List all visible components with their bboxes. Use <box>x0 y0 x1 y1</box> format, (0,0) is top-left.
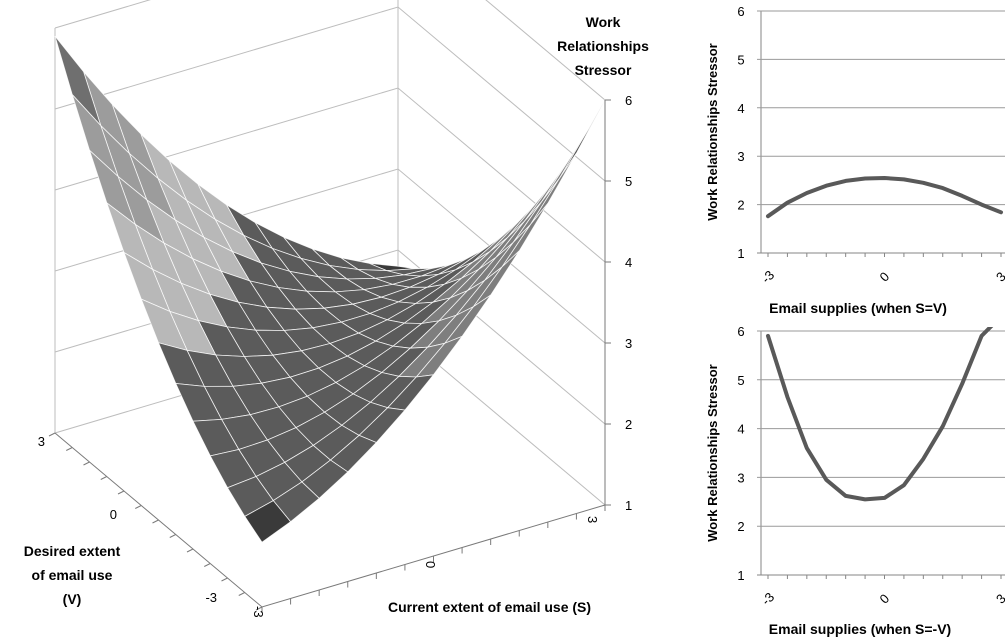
z-tick-label: 6 <box>625 93 632 108</box>
floor-v-tick <box>238 592 245 596</box>
c2-x-tick-labels: -3 0 3 <box>758 589 1005 608</box>
floor-v-tick <box>135 505 142 509</box>
c2-y-tick-label: 6 <box>737 324 744 339</box>
z-tick-label: 1 <box>625 498 632 513</box>
floor-v-tick <box>66 447 73 451</box>
floor-v-tick <box>117 490 125 495</box>
c2-x-axis-title: Email supplies (when S=-V) <box>769 621 951 637</box>
y-tick-label-0: 0 <box>110 507 117 522</box>
surface-cell <box>541 129 589 202</box>
c1-gridlines <box>757 10 1005 257</box>
floor-v-tick <box>204 563 211 567</box>
floor-v-tick <box>48 432 56 437</box>
z-tick-label: 4 <box>625 255 632 270</box>
z-tick-label: 2 <box>625 417 632 432</box>
y-tick-label-minus3: -3 <box>205 590 217 605</box>
x-tick-label-minus3: -3 <box>251 606 266 618</box>
c2-x-tick-label: 3 <box>993 591 1005 607</box>
surface-chart: 1 2 3 4 5 6 Work Relationships Stressor Desir… <box>24 0 649 618</box>
y-axis-title-line3: (V) <box>63 591 82 607</box>
c1-x-tick-label: 3 <box>993 269 1005 285</box>
wall-gridline <box>54 0 606 101</box>
z-axis-title-line2: Relationships <box>557 38 649 54</box>
z-axis-title-line3: Stressor <box>575 62 632 78</box>
c1-y-tick-label: 3 <box>737 149 744 164</box>
c1-series-line <box>766 176 1003 219</box>
c2-y-tick-labels: 1 2 3 4 5 6 <box>737 324 744 583</box>
c2-y-tick-label: 2 <box>737 519 744 534</box>
surface-cell <box>512 178 560 243</box>
floor-v-tick <box>152 519 159 524</box>
c2-x-tick-label: -3 <box>758 589 777 608</box>
x-axis-title: Current extent of email use (S) <box>388 599 591 615</box>
c1-y-tick-labels: 1 2 3 4 5 6 <box>737 4 744 261</box>
surface-cell <box>524 157 571 222</box>
floor-v-tick <box>100 476 107 480</box>
surface-cell <box>530 152 577 225</box>
z-axis-ticks: 1 2 3 4 5 6 <box>605 93 632 513</box>
surface-cell <box>244 500 292 543</box>
z-tick-label: 3 <box>625 336 632 351</box>
floor-v-tick <box>255 606 263 611</box>
surface-mesh <box>54 35 606 543</box>
c1-y-tick-label: 1 <box>737 246 744 261</box>
floor-v-tick <box>169 534 176 538</box>
c2-y-tick-label: 3 <box>737 470 744 485</box>
c2-y-tick-label: 1 <box>737 568 744 583</box>
y-axis-title-line1: Desired extent <box>24 543 121 559</box>
c1-y-axis-title: Work Relationships Stressor <box>705 43 720 220</box>
c1-x-axis-title: Email supplies (when S=V) <box>769 300 947 316</box>
floor-v-tick <box>221 577 228 582</box>
y-tick-label-3: 3 <box>38 434 45 449</box>
c1-x-tick-labels: -3 0 3 <box>758 267 1005 286</box>
c2-y-axis-title: Work Relationships Stressor <box>705 364 720 541</box>
y-axis-title-line2: of email use <box>32 567 113 583</box>
c2-y-tick-label: 4 <box>737 422 744 437</box>
c2-y-tick-label: 5 <box>737 373 744 388</box>
z-axis-title-line1: Work <box>586 14 621 30</box>
c1-x-tick-label: -3 <box>758 267 777 286</box>
c1-x-tick-label: 0 <box>876 269 892 285</box>
surface-cell <box>558 99 606 180</box>
c2-x-tick-label: 0 <box>876 591 892 607</box>
x-tick-label-0: 0 <box>423 561 438 568</box>
z-tick-label: 5 <box>625 174 632 189</box>
c1-y-tick-label: 4 <box>737 101 744 116</box>
floor-v-tick <box>186 548 194 553</box>
surface-floor <box>48 432 606 613</box>
c1-y-tick-label: 6 <box>737 4 744 19</box>
c1-y-tick-label: 5 <box>737 52 744 67</box>
c1-y-tick-label: 2 <box>737 198 744 213</box>
x-tick-label-3: 3 <box>585 516 600 523</box>
c2-series-line <box>766 327 994 502</box>
floor-v-tick <box>83 461 90 466</box>
